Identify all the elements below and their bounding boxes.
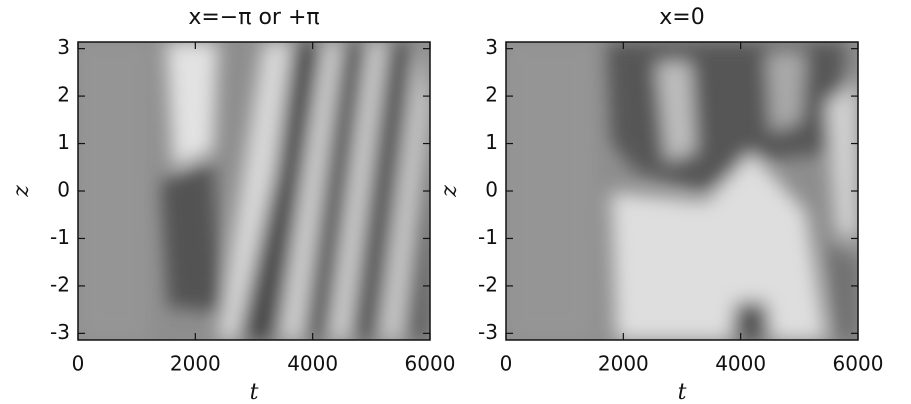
y-tick-label: -1 — [50, 225, 70, 249]
y-tick-label: 2 — [57, 83, 70, 107]
x-tick-label: 2000 — [598, 352, 649, 376]
x-tick-label: 4000 — [715, 352, 766, 376]
y-tick-label: -2 — [478, 272, 498, 296]
y-tick-label: -3 — [478, 320, 498, 344]
chart-title: x=−π or +π — [188, 5, 319, 30]
y-tick-label: 3 — [485, 35, 498, 59]
y-tick-label: -3 — [50, 320, 70, 344]
heatmap-texture — [506, 42, 858, 340]
x-tick-label: 2000 — [170, 352, 221, 376]
y-tick-label: 0 — [57, 178, 70, 202]
y-tick-label: -2 — [50, 272, 70, 296]
y-tick-label: 1 — [57, 130, 70, 154]
y-tick-label: 2 — [485, 83, 498, 107]
y-tick-label: 0 — [485, 178, 498, 202]
y-axis-label: z — [9, 185, 34, 198]
x-tick-label: 6000 — [405, 352, 456, 376]
heatmap-texture — [78, 42, 430, 340]
x-axis-label: t — [250, 380, 259, 404]
y-tick-label: -1 — [478, 225, 498, 249]
charts: x=−π or +π 0 2000 4000 6000 -3 -2 -1 0 1 2 3 t z x=0 0 2… — [9, 5, 883, 404]
x-axis-label: t — [678, 380, 687, 404]
y-axis-label: z — [437, 185, 462, 198]
chart-title: x=0 — [659, 5, 704, 30]
x-tick-label: 6000 — [833, 352, 884, 376]
y-tick-label: 1 — [485, 130, 498, 154]
x-tick-label: 4000 — [287, 352, 338, 376]
y-tick-label: 3 — [57, 35, 70, 59]
x-tick-label: 0 — [500, 352, 513, 376]
x-tick-label: 0 — [72, 352, 85, 376]
